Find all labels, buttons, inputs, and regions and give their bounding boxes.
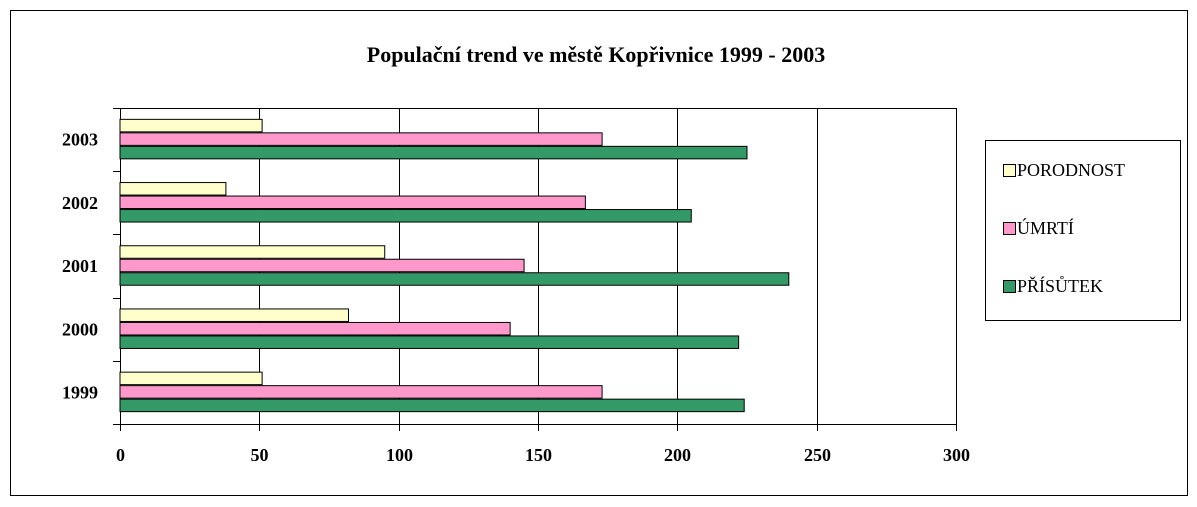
y-tick-label: 2003 <box>62 130 98 150</box>
legend-swatch <box>1003 280 1016 293</box>
legend-label: PŘÍSŮTEK <box>1017 275 1103 296</box>
bar <box>119 132 603 146</box>
bar <box>119 245 386 259</box>
bar <box>119 209 692 223</box>
bar <box>119 371 263 386</box>
bar <box>119 308 350 322</box>
bar <box>119 385 603 399</box>
bar <box>119 398 745 413</box>
y-tick-label: 1999 <box>62 383 98 403</box>
x-tick-label: 250 <box>804 445 831 465</box>
x-tick-label: 100 <box>386 445 413 465</box>
bar <box>119 272 790 286</box>
y-tick-label: 2001 <box>62 256 98 276</box>
bar <box>119 195 586 210</box>
bar <box>119 182 227 196</box>
y-tick-label: 2000 <box>62 319 98 339</box>
bar <box>119 145 748 160</box>
x-tick-label: 0 <box>116 445 125 465</box>
x-tick-label: 50 <box>251 445 269 465</box>
x-tick-label: 200 <box>664 445 691 465</box>
bar <box>119 118 263 133</box>
legend-swatch <box>1003 164 1016 177</box>
x-tick-label: 300 <box>943 445 970 465</box>
chart-title: Populační trend ve městě Kopřivnice 1999… <box>367 42 826 67</box>
legend-swatch <box>1003 222 1016 235</box>
bar <box>119 321 511 336</box>
bar <box>119 335 740 349</box>
legend-label: ÚMRTÍ <box>1017 217 1074 238</box>
y-tick-label: 2002 <box>62 193 98 213</box>
x-tick-label: 150 <box>525 445 552 465</box>
legend-label: PORODNOST <box>1017 160 1125 180</box>
bar <box>119 258 525 273</box>
legend-box <box>985 140 1181 321</box>
